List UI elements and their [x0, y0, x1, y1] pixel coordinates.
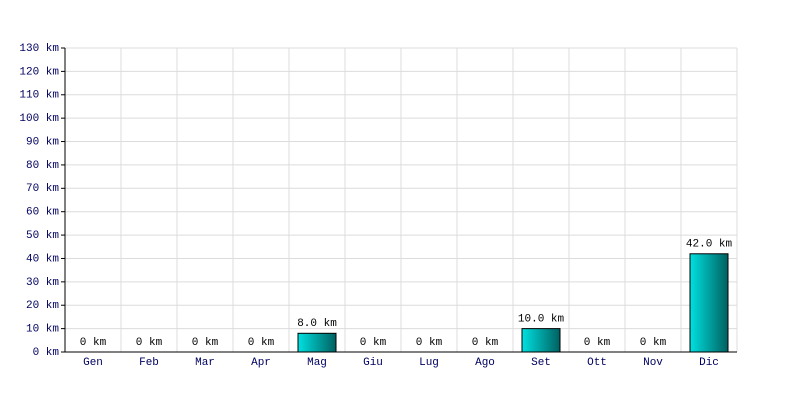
- data-label: 0 km: [472, 337, 499, 349]
- y-tick-label: 80 km: [26, 160, 59, 172]
- data-label: 0 km: [416, 337, 443, 349]
- x-tick-label: Set: [531, 357, 551, 369]
- y-tick-label: 0 km: [33, 347, 60, 359]
- y-tick-label: 120 km: [19, 66, 59, 78]
- x-tick-label: Feb: [139, 357, 159, 369]
- x-tick-label: Dic: [699, 357, 719, 369]
- y-tick-label: 100 km: [19, 113, 59, 125]
- y-tick-label: 90 km: [26, 136, 59, 148]
- bar: [521, 328, 561, 353]
- data-label: 0 km: [80, 337, 107, 349]
- y-tick-label: 10 km: [26, 324, 59, 336]
- y-tick-label: 50 km: [26, 230, 59, 242]
- x-tick-label: Gen: [83, 357, 103, 369]
- x-tick-label: Apr: [251, 357, 271, 369]
- x-tick-label: Lug: [419, 357, 439, 369]
- y-tick-label: 110 km: [19, 90, 59, 102]
- data-label: 0 km: [248, 337, 275, 349]
- x-tick-label: Mar: [195, 357, 215, 369]
- y-tick-label: 70 km: [26, 183, 59, 195]
- x-tick-label: Ago: [475, 357, 495, 369]
- data-label: 42.0 km: [686, 239, 733, 251]
- data-label: 0 km: [640, 337, 667, 349]
- data-label: 8.0 km: [297, 318, 337, 330]
- x-tick-label: Mag: [307, 357, 327, 369]
- data-label: 0 km: [584, 337, 611, 349]
- y-tick-label: 40 km: [26, 253, 59, 265]
- y-tick-label: 60 km: [26, 207, 59, 219]
- x-tick-label: Nov: [643, 357, 663, 369]
- x-tick-label: Giu: [363, 357, 383, 369]
- x-tick-label: Ott: [587, 357, 607, 369]
- bar: [689, 253, 729, 353]
- data-label: 0 km: [360, 337, 387, 349]
- y-tick-label: 30 km: [26, 277, 59, 289]
- bar: [297, 332, 337, 353]
- data-label: 0 km: [192, 337, 219, 349]
- data-label: 10.0 km: [518, 314, 565, 326]
- y-tick-label: 130 km: [19, 43, 59, 55]
- data-label: 0 km: [136, 337, 163, 349]
- y-tick-label: 20 km: [26, 300, 59, 312]
